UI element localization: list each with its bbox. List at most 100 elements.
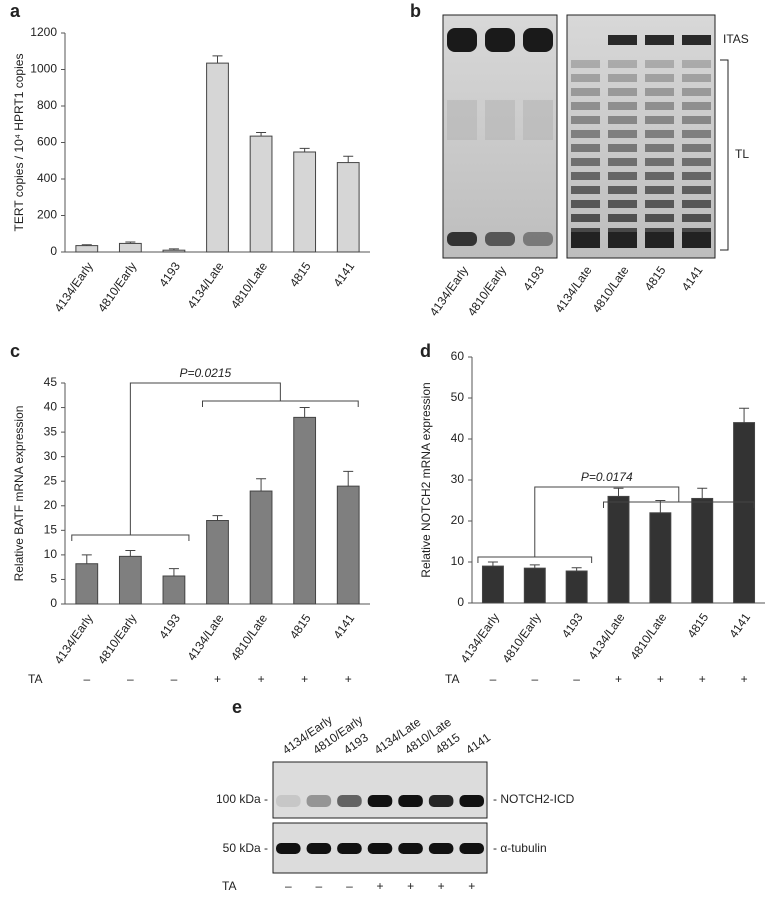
- gel-band: [398, 795, 423, 807]
- bar: [75, 245, 99, 253]
- gel-smear: [485, 100, 515, 140]
- treatment-value: –: [573, 672, 580, 686]
- gel-band: [571, 158, 600, 166]
- treatment-value: –: [285, 879, 292, 893]
- bar: [206, 62, 229, 253]
- bar: [249, 135, 273, 253]
- x-tick-label: 4193: [559, 610, 586, 640]
- y-tick-label: 20: [451, 513, 465, 527]
- gel-band: [645, 232, 674, 248]
- gel-band: [608, 116, 637, 124]
- gel-band: [447, 232, 477, 246]
- gel-smear: [523, 100, 553, 140]
- error-bar: [343, 470, 354, 487]
- bracket: [720, 59, 729, 251]
- bar: [336, 162, 360, 253]
- x-tick-label: 4134/Early: [51, 612, 95, 667]
- x-tick-label: 4810/Late: [228, 259, 270, 311]
- y-tick-label: 0: [457, 595, 464, 609]
- significance-bracket: [477, 486, 755, 563]
- x-tick-label: 4134/Early: [458, 611, 502, 666]
- x-tick-label: 4134/Late: [184, 611, 226, 663]
- gel-band: [682, 172, 711, 180]
- gel-label: TL: [735, 147, 749, 161]
- error-bar: [125, 549, 136, 557]
- x-tick-label: 4134/Early: [51, 260, 95, 315]
- y-axis-label: TERT copies / 10⁴ HPRT1 copies: [12, 54, 26, 232]
- y-tick-label: 10: [451, 554, 465, 568]
- gel-box: [272, 761, 488, 819]
- x-tick-label: 4810/Early: [499, 611, 543, 666]
- gel-band: [276, 843, 301, 854]
- x-tick-label: 4810/Early: [95, 612, 139, 667]
- error-bar: [81, 554, 92, 564]
- gel-band: [682, 130, 711, 138]
- gel-label: - α-tubulin: [493, 841, 547, 855]
- bar: [162, 575, 186, 605]
- gel-band: [645, 172, 674, 180]
- treatment-label: TA: [28, 672, 42, 686]
- gel-band: [571, 214, 600, 222]
- y-tick-label: 600: [37, 135, 57, 149]
- gel-band: [645, 60, 674, 68]
- bar: [336, 485, 360, 605]
- gel-band: [306, 795, 332, 807]
- y-tick-label: 5: [50, 572, 57, 586]
- y-tick-label: 1200: [30, 25, 57, 39]
- lane-label: 4141: [463, 730, 493, 757]
- bar: [293, 416, 317, 605]
- treatment-value: +: [345, 672, 352, 686]
- treatment-value: +: [407, 879, 414, 893]
- treatment-value: +: [438, 879, 445, 893]
- error-bar: [212, 55, 223, 64]
- lane-label: 4815: [642, 263, 669, 293]
- gel-band: [398, 843, 423, 854]
- error-bar: [299, 147, 310, 152]
- gel-band: [276, 795, 301, 807]
- x-tick-label: 4815: [684, 610, 711, 640]
- x-tick-label: 4815: [287, 611, 314, 641]
- marker-label: 100 kDa -: [216, 792, 268, 806]
- gel-band: [608, 74, 637, 82]
- treatment-value: +: [258, 672, 265, 686]
- error-bar: [529, 564, 540, 569]
- error-bar: [299, 407, 310, 418]
- gel-band: [682, 232, 711, 248]
- treatment-value: +: [468, 879, 475, 893]
- gel-band: [571, 144, 600, 152]
- gel-band: [608, 102, 637, 110]
- x-tick-label: 4134/Late: [184, 259, 226, 311]
- gel-band: [367, 843, 393, 854]
- error-bar: [81, 244, 92, 246]
- treatment-value: +: [615, 672, 622, 686]
- error-bar: [487, 561, 498, 567]
- error-bar: [613, 487, 624, 497]
- lane-label: 4193: [520, 263, 547, 293]
- y-axis-label: Relative BATF mRNA expression: [12, 406, 26, 582]
- treatment-label: TA: [222, 879, 236, 893]
- x-tick-label: 4810/Early: [95, 260, 139, 315]
- x-tick-label: 4815: [287, 259, 314, 289]
- x-tick-label: 4141: [330, 259, 357, 289]
- bar: [523, 567, 546, 604]
- treatment-label: TA: [445, 672, 459, 686]
- x-tick-label: 4193: [156, 259, 183, 289]
- treatment-value: –: [316, 879, 323, 893]
- error-bar: [343, 155, 354, 163]
- gel-band: [645, 186, 674, 194]
- y-tick-label: 0: [50, 244, 57, 258]
- bar: [162, 249, 186, 253]
- gel-band: [571, 116, 600, 124]
- gel-band: [485, 232, 515, 246]
- gel-band: [682, 88, 711, 96]
- y-tick-label: 1000: [30, 62, 57, 76]
- y-tick-label: 50: [451, 390, 465, 404]
- gel-band: [428, 843, 454, 854]
- gel-band: [645, 158, 674, 166]
- gel-band: [523, 232, 553, 246]
- marker-label: 50 kDa -: [223, 841, 268, 855]
- bar: [691, 497, 714, 604]
- gel-band: [682, 116, 711, 124]
- bar: [118, 555, 142, 605]
- gel-band: [571, 88, 600, 96]
